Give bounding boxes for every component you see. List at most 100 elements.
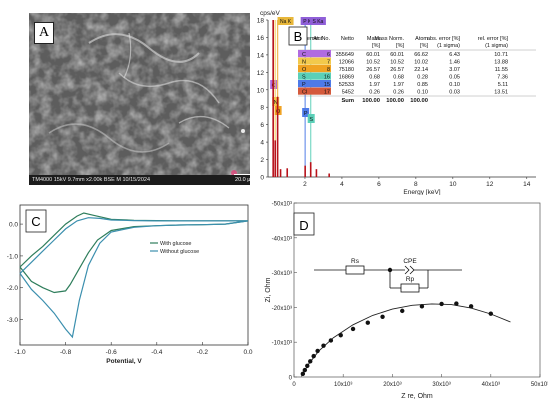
x-tick-label: 40x10³ — [482, 382, 500, 388]
sem-micrograph — [29, 13, 261, 185]
table-cell: 17 — [324, 90, 330, 96]
table-cell: 1.97 — [369, 82, 380, 88]
y-axis-label: Zi, Ohm — [265, 277, 272, 302]
x-tick-label: 20x10³ — [383, 382, 401, 388]
x-tick-label: -0.8 — [60, 349, 72, 356]
data-point — [300, 371, 306, 377]
table-cell: 13.88 — [494, 60, 508, 66]
y-tick-label: -10x10³ — [272, 341, 292, 347]
y-tick-label: 2 — [260, 157, 264, 164]
table-cell: 13.51 — [494, 90, 508, 96]
table-cell: 26.57 — [366, 67, 380, 73]
table-sum-cell: 100.00 — [362, 98, 380, 104]
y-axis-label: cps/eV — [260, 10, 281, 17]
peak-tag — [300, 17, 317, 25]
peak-tag-label: P Ka — [303, 19, 314, 25]
table-cell: 6 — [327, 52, 330, 58]
table-header: abs. error [%] — [427, 36, 460, 42]
y-tick-label: -30x10³ — [272, 271, 292, 277]
data-point — [439, 301, 444, 307]
data-point — [302, 367, 308, 373]
y-tick-label: -3.0 — [7, 317, 19, 324]
data-point — [454, 301, 459, 306]
peak-tag-label: Na K — [280, 19, 292, 25]
y-tick-label: -20x10³ — [272, 306, 292, 312]
y-tick-label: 0.0 — [9, 222, 18, 229]
table-cell: 0.03 — [449, 90, 460, 96]
element-marker — [302, 108, 310, 117]
plot-frame — [293, 202, 541, 378]
table-row-swatch — [298, 72, 331, 80]
y-tick-label: 10 — [257, 87, 265, 94]
table-element: P — [302, 82, 306, 88]
panel-letter-d: D — [299, 218, 308, 233]
table-cell: 0.68 — [393, 75, 404, 81]
table-header: (1 sigma) — [437, 43, 460, 49]
table-cell: 10.52 — [390, 60, 404, 66]
table-cell: 3.07 — [449, 67, 460, 73]
element-marker — [307, 114, 315, 123]
data-point — [305, 363, 310, 369]
table-cell: 1.46 — [449, 60, 460, 66]
x-tick-label: -0.2 — [197, 349, 209, 356]
x-tick-label: -0.4 — [151, 349, 163, 356]
table-cell: 12066 — [339, 60, 354, 66]
table-cell: 0.26 — [393, 90, 404, 96]
cv-series — [19, 212, 249, 339]
table-header: Atom — [415, 36, 428, 42]
y-tick-label: 16 — [257, 35, 265, 42]
data-point — [350, 326, 356, 332]
data-point — [321, 343, 326, 348]
table-header: rel. error [%] — [478, 36, 509, 42]
x-tick-label: -0.6 — [106, 349, 118, 356]
table-cell: 5452 — [342, 90, 354, 96]
nyquist-axes: -50x10³ -40x10³ -30x10³ -20x10³ -10x10³ 00 10x… — [265, 202, 548, 401]
table-cell: 22.14 — [414, 67, 428, 73]
cv-chart: 0.0 -1.0 -2.0 -3.0 -1.0 -0.8 -0.6 -0.4 -0.2 0.0 Po… — [0, 199, 258, 369]
table-cell: 0.10 — [449, 82, 460, 88]
sem-footer-bar: TM4000 15kV 9.7mm x2.00k BSE M 10/15/202… — [29, 175, 261, 185]
cv-series-line — [19, 217, 249, 339]
y-tick-label: -50x10³ — [272, 202, 292, 208]
table-cell: 6.43 — [449, 52, 460, 58]
data-point — [488, 311, 493, 316]
table-sum-cell: Sum — [341, 98, 354, 104]
x-tick-label: 14 — [523, 181, 531, 188]
panel-letter-d-box — [293, 212, 315, 236]
data-point — [315, 348, 320, 354]
table-cell: 0.26 — [369, 90, 380, 96]
panel-letter-b-box — [288, 26, 308, 46]
table-cell: 0.85 — [417, 82, 428, 88]
table-element: O — [302, 67, 307, 73]
y-tick-label: 14 — [257, 52, 265, 59]
equivalent-circuit: Rs CPE Rp — [314, 258, 462, 293]
table-element: Cl — [302, 90, 307, 96]
x-tick-label: 50x10³ — [531, 382, 548, 388]
table-cell: 60.01 — [366, 52, 380, 58]
legend-label: With glucose — [160, 241, 192, 247]
table-header: Mass Norm. — [374, 36, 404, 42]
x-tick-label: 0.0 — [243, 349, 252, 356]
data-point — [365, 320, 370, 325]
table-element: C — [302, 52, 306, 58]
table-element: S — [302, 75, 306, 81]
eds-axes: 0 2 4 6 8 10 12 14 16 18 2 4 6 8 10 12 14 cps/eV Energy [k… — [257, 10, 536, 195]
table-cell: 52533 — [339, 82, 354, 88]
nyquist-data-points — [300, 301, 493, 377]
eds-spectrum-bars — [272, 20, 330, 177]
element-marker-label: O — [276, 109, 281, 115]
table-cell: 66.62 — [414, 52, 428, 58]
circuit-label: Rp — [406, 276, 415, 283]
element-marker-label: P — [304, 111, 308, 117]
table-header: Netto — [341, 36, 354, 42]
data-point — [380, 314, 385, 319]
data-point — [328, 338, 334, 343]
y-tick-label: 12 — [257, 70, 265, 77]
table-element: N — [302, 60, 306, 66]
table-row-swatch — [298, 65, 331, 73]
table-cell: 10.71 — [494, 52, 508, 58]
element-marker-label: S — [309, 117, 313, 123]
circuit-label: Rs — [351, 258, 360, 265]
x-tick-label: -1.0 — [14, 349, 26, 356]
